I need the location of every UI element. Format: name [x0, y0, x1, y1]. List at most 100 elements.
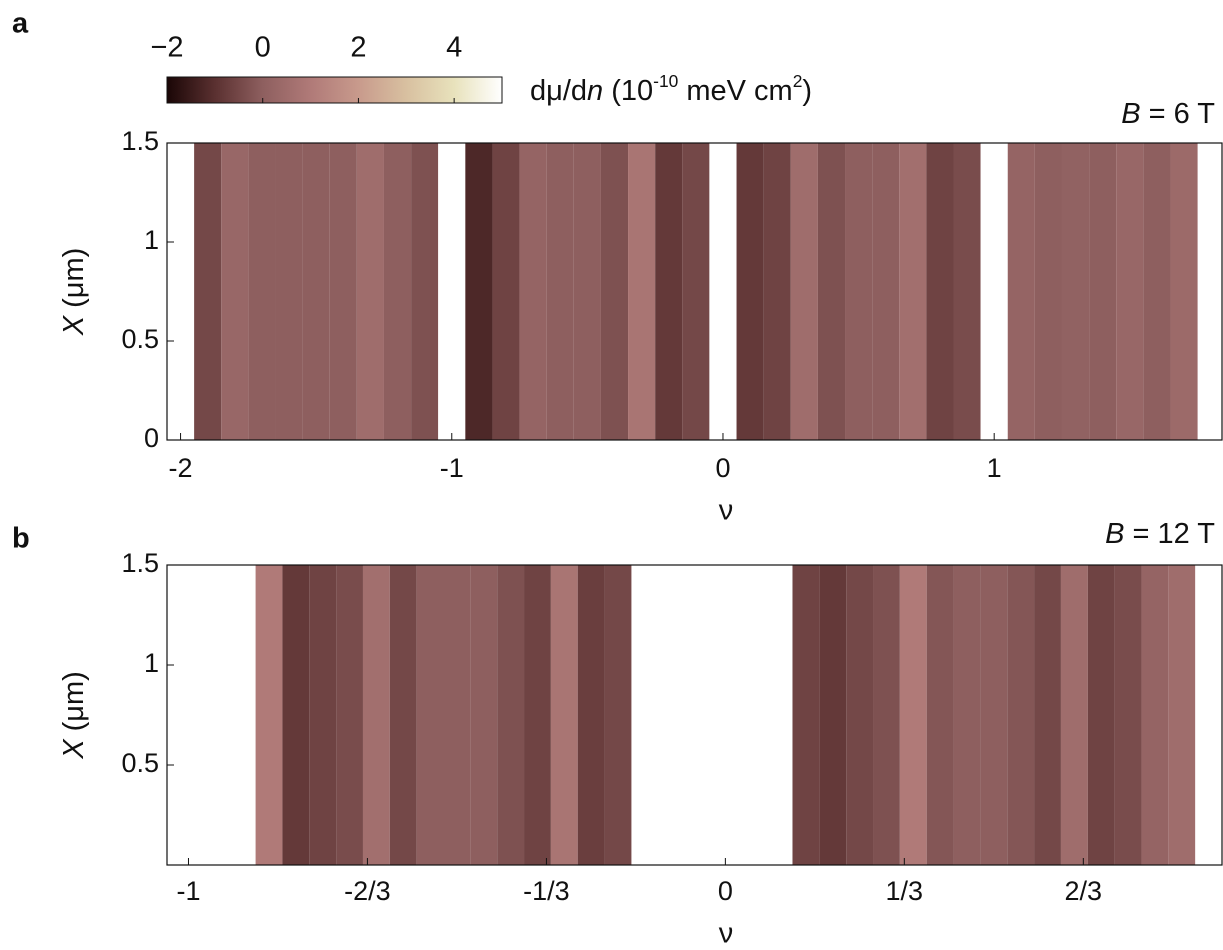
heatmap-stripe [846, 565, 874, 865]
heatmap-stripe [1168, 565, 1196, 865]
heatmap-stripe [1143, 143, 1171, 440]
colorbar-label-part: (10 [603, 75, 653, 107]
heatmap-stripe [1007, 565, 1035, 865]
heatmap-stripe [873, 565, 900, 865]
heatmap-stripe [524, 565, 551, 865]
heatmap-stripe [550, 565, 578, 865]
heatmap-stripe [336, 565, 363, 865]
annotation-part: B [1105, 518, 1124, 550]
heatmap-stripe [1034, 143, 1062, 440]
heatmap-stripe [411, 143, 439, 440]
y-axis-label-part: X [58, 738, 90, 760]
x-tick-label: 0 [718, 876, 733, 906]
heatmap-stripe [275, 143, 303, 440]
x-axis-label: ν [719, 918, 734, 950]
y-tick-label: 1 [144, 225, 159, 255]
heatmap-stripe [1116, 143, 1144, 440]
heatmap-stripe [221, 143, 249, 440]
heatmap-stripe [872, 143, 900, 440]
heatmap-stripe [329, 143, 357, 440]
heatmap-stripe [819, 565, 847, 865]
plot-frame [166, 142, 1223, 441]
y-tick-label: 1.5 [121, 126, 159, 156]
heatmap-stripe [1141, 565, 1169, 865]
heatmap-stripe [492, 143, 520, 440]
heatmap-stripe [736, 143, 764, 440]
heatmap-stripe [953, 565, 981, 865]
heatmap-stripe [497, 565, 525, 865]
heatmap-stripe [817, 143, 846, 440]
heatmap-stripe [926, 565, 954, 865]
heatmap-stripe [899, 565, 927, 865]
heatmap-stripe [763, 143, 791, 440]
heatmap-stripe [383, 143, 412, 440]
colorbar-label: dμ/dn (10-10 meV cm2) [530, 71, 812, 107]
heatmap-stripe [282, 565, 310, 865]
colorbar [166, 76, 503, 104]
annotation-part: B [1121, 98, 1140, 130]
heatmap-stripe [302, 143, 330, 440]
y-tick-label: 0.5 [121, 324, 159, 354]
colorbar-tick-label: 0 [255, 32, 271, 64]
x-tick-label: 2/3 [1065, 876, 1103, 906]
plot-frame [166, 564, 1223, 866]
y-axis-label-part: (μm) [58, 248, 90, 316]
heatmap-stripe [546, 143, 574, 440]
colorbar-label-part: meV cm [678, 75, 792, 107]
x-tick-label: -2/3 [344, 876, 391, 906]
heatmap-stripe [1034, 565, 1061, 865]
heatmap-stripe [899, 143, 927, 440]
colorbar-label-part: 2 [793, 71, 803, 91]
colorbar-tick-label: 4 [446, 32, 462, 64]
heatmap-stripe [194, 143, 222, 440]
x-tick-label: -1 [440, 453, 464, 483]
colorbar-label-part: n [587, 75, 603, 107]
heatmap-stripe [362, 565, 390, 865]
heatmap-stripe [465, 143, 493, 440]
heatmap-stripe [682, 143, 710, 440]
colorbar-tick-label: −2 [150, 32, 183, 64]
annotation: B = 12 T [1105, 518, 1215, 550]
heatmap-stripe [709, 143, 737, 440]
y-axis-label: X (μm) [58, 671, 90, 760]
heatmap-stripe [1087, 565, 1115, 865]
heatmap-stripe [953, 143, 981, 440]
heatmap-stripe [519, 143, 547, 440]
heatmap-stripe [470, 565, 498, 865]
colorbar-label-part: dμ/d [530, 75, 587, 107]
heatmap-stripe [926, 143, 954, 440]
heatmap-stripe [1114, 565, 1142, 865]
heatmap-stripe [1089, 143, 1117, 440]
x-axis-label: ν [719, 495, 734, 527]
heatmap-stripe [577, 565, 605, 865]
heatmap-stripe [792, 565, 820, 865]
heatmap-stripe [573, 143, 601, 440]
y-axis-label-part: (μm) [58, 671, 90, 739]
x-tick-label: 0 [715, 453, 730, 483]
colorbar-label-part: -10 [653, 71, 678, 91]
heatmap-stripe [356, 143, 384, 440]
heatmap-stripe [628, 143, 656, 440]
heatmap-stripe [309, 565, 337, 865]
y-tick-label: 0 [144, 423, 159, 453]
heatmap-stripe [416, 565, 444, 865]
heatmap-stripe [600, 143, 629, 440]
y-axis-label-part: X [58, 314, 90, 336]
heatmap-stripe [845, 143, 873, 440]
heatmap-stripe [438, 143, 466, 440]
heatmap-stripe [255, 565, 283, 865]
heatmap-stripe [1061, 143, 1090, 440]
heatmap-stripe [655, 143, 683, 440]
panel-label: a [12, 8, 29, 40]
y-axis-label: X (μm) [58, 248, 90, 337]
heatmap-stripe [443, 565, 471, 865]
colorbar-label-part: ) [802, 75, 812, 107]
y-tick-label: 0.5 [121, 748, 159, 778]
y-tick-label: 1.5 [121, 548, 159, 578]
annotation-part: = 6 T [1141, 98, 1216, 130]
heatmap-stripe [980, 143, 1008, 440]
heatmap-stripe [790, 143, 818, 440]
x-tick-label: -2 [169, 453, 193, 483]
colorbar-tick-label: 2 [350, 32, 366, 64]
